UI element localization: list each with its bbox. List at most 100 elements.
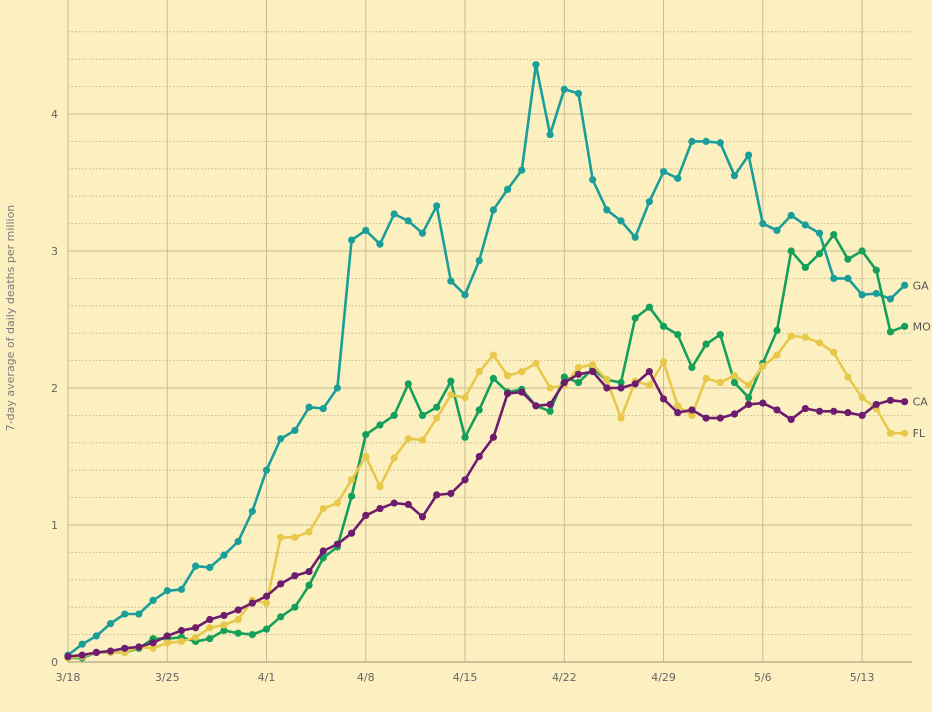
data-point-fl (163, 639, 171, 647)
data-point-ca (801, 404, 809, 413)
data-point-ca (135, 643, 143, 651)
data-point-fl (773, 351, 781, 359)
data-point-ga (716, 139, 724, 147)
data-point-mo (475, 406, 483, 414)
data-point-mo (433, 403, 441, 411)
data-point-mo (461, 433, 469, 441)
data-point-fl (177, 637, 186, 646)
series-lines (64, 61, 909, 662)
data-point-ca (234, 606, 242, 614)
data-point-fl (617, 414, 625, 422)
data-point-fl (234, 615, 242, 624)
data-point-ca (901, 398, 909, 406)
data-point-fl (291, 533, 299, 541)
data-point-ca (659, 395, 668, 403)
data-point-mo (277, 613, 285, 621)
data-point-mo (447, 377, 455, 385)
data-point-ga (589, 176, 597, 184)
data-point-ca (447, 489, 455, 498)
data-point-ca (589, 367, 597, 376)
data-point-ca (858, 411, 866, 419)
data-point-ga (631, 233, 639, 241)
data-point-ca (220, 611, 228, 620)
data-point-ca (503, 389, 512, 398)
data-point-ga (759, 220, 767, 228)
data-point-fl (192, 633, 200, 641)
data-point-fl (716, 378, 724, 387)
data-point-fl (461, 393, 469, 402)
data-point-fl (844, 373, 852, 381)
data-point-fl (503, 372, 512, 380)
data-point-fl (149, 644, 157, 652)
data-point-mo (702, 340, 710, 348)
data-point-ga (461, 291, 469, 299)
data-point-ga (503, 185, 512, 193)
data-point-ca (489, 433, 497, 441)
data-point-ga (787, 211, 795, 219)
data-point-ga (872, 289, 880, 298)
data-point-ca (674, 409, 682, 417)
data-point-ca (333, 540, 342, 548)
data-point-ga (177, 585, 186, 593)
data-point-ca (319, 547, 327, 555)
data-point-ga (773, 226, 781, 235)
series-label-fl: FL (913, 427, 926, 440)
data-point-ca (617, 384, 625, 392)
data-point-fl (815, 339, 824, 347)
x-tick-label: 4/8 (357, 671, 375, 684)
grid (67, 0, 912, 662)
data-point-ca (163, 632, 171, 640)
data-point-ga (844, 274, 852, 282)
data-point-mo (319, 554, 327, 562)
data-point-fl (645, 381, 653, 389)
data-point-ga (362, 226, 370, 235)
data-point-ca (277, 580, 285, 588)
data-point-mo (220, 626, 228, 635)
data-point-fl (730, 372, 739, 380)
data-point-fl (475, 367, 483, 376)
data-point-ca (688, 406, 696, 414)
series-labels: GA MO CA FL (913, 279, 931, 440)
data-point-mo (815, 250, 824, 258)
data-point-fl (901, 429, 909, 437)
data-point-mo (574, 378, 583, 387)
data-point-ga (815, 229, 824, 237)
data-point-mo (858, 247, 866, 255)
data-point-fl (886, 429, 895, 437)
data-point-mo (730, 378, 739, 387)
series-label-mo: MO (913, 320, 931, 333)
data-point-mo (234, 629, 242, 637)
series-label-ga: GA (913, 279, 930, 292)
data-point-ca (177, 626, 186, 635)
data-point-mo (631, 314, 639, 322)
data-point-fl (830, 348, 838, 356)
data-point-ga (674, 174, 682, 182)
y-tick-label: 2 (51, 382, 58, 395)
data-point-ca (844, 409, 852, 417)
data-point-fl (801, 333, 809, 341)
data-point-ca (603, 384, 611, 392)
data-point-mo (830, 230, 838, 239)
x-tick-label: 4/29 (651, 671, 676, 684)
x-tick-label: 4/1 (258, 671, 276, 684)
data-point-mo (674, 330, 682, 339)
data-point-ca (560, 378, 568, 387)
data-point-ca (886, 396, 895, 404)
data-point-fl (447, 391, 455, 399)
data-point-fl (759, 362, 767, 370)
data-point-ca (390, 499, 398, 507)
data-point-ga (745, 151, 753, 159)
data-point-mo (617, 378, 625, 387)
data-point-ga (574, 89, 583, 98)
data-point-mo (659, 322, 668, 330)
y-tick-label: 0 (51, 656, 58, 669)
data-point-fl (858, 393, 866, 402)
data-point-ca (262, 592, 271, 600)
data-point-fl (418, 436, 427, 444)
data-point-ga (333, 384, 342, 392)
data-point-fl (574, 363, 583, 372)
data-point-ca (872, 400, 880, 409)
data-point-ca (64, 652, 72, 661)
data-point-ca (376, 504, 384, 513)
data-point-mo (262, 625, 271, 633)
